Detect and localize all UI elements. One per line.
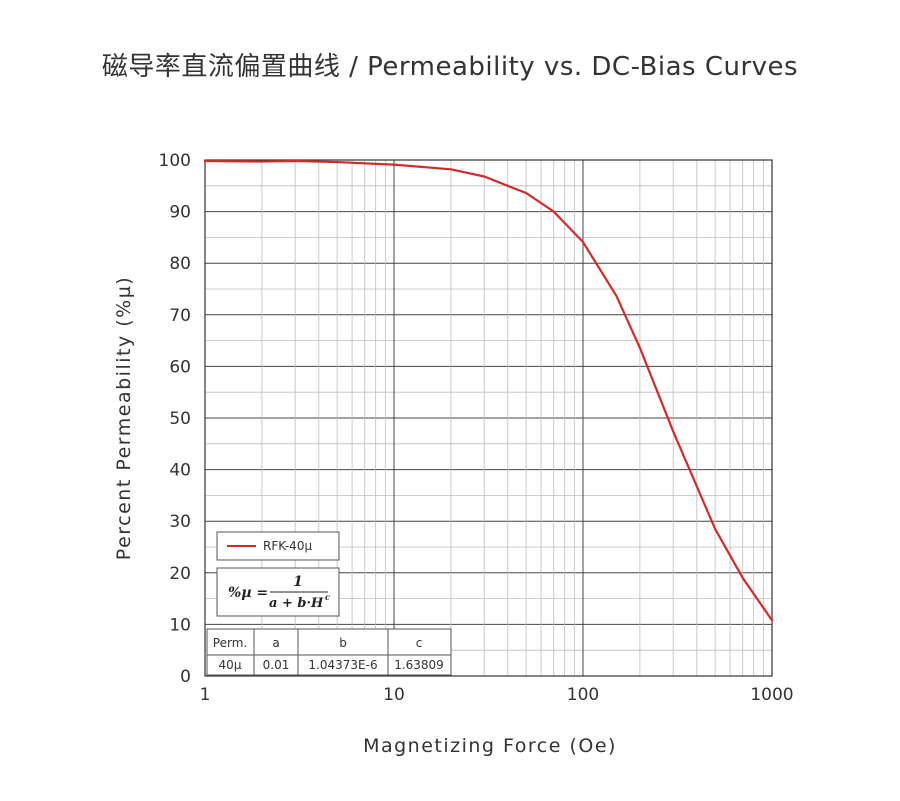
table-cell: 1.63809 [394,658,444,672]
x-tick-label: 1 [200,685,211,705]
table-cell: 1.04373E-6 [308,658,377,672]
legend: RFK-40µ [216,531,340,561]
legend-label: RFK-40µ [263,539,312,553]
y-tick-label: 40 [169,461,191,481]
y-tick-label: 30 [169,512,191,532]
x-tick-labels: 1 10 100 1000 [200,685,794,705]
y-tick-label: 50 [169,409,191,429]
x-axis-label: Magnetizing Force (Oe) [363,735,617,757]
y-axis-label: Percent Permeability (%µ) [113,276,135,560]
y-tick-label: 80 [169,254,191,274]
plot-frame [204,159,773,677]
table-cell: 40µ [219,658,242,672]
y-tick-label: 70 [169,306,191,326]
y-tick-label: 100 [159,151,191,171]
x-tick-label: 10 [383,685,405,705]
formula-lhs: %µ = [228,585,268,601]
coefficients-table: Perm. a b c 40µ 0.01 1.04373E-6 1.63809 [206,628,452,676]
series-layer [203,159,774,622]
y-tick-labels: 0 10 20 30 40 50 60 70 80 90 100 [159,151,191,687]
y-tick-label: 90 [169,203,191,223]
formula-exponent: c [325,592,330,602]
series-line [203,159,774,622]
table-header-cell: Perm. [213,636,247,650]
y-tick-label: 60 [169,357,191,377]
x-tick-label: 100 [567,685,599,705]
table-header-cell: b [339,636,347,650]
formula-numerator: 1 [293,574,303,590]
table-header-cell: a [272,636,279,650]
y-tick-label: 0 [180,667,191,687]
table-header-cell: c [416,636,423,650]
x-tick-label: 1000 [750,685,793,705]
table-cell: 0.01 [263,658,290,672]
chart-title: 磁导率直流偏置曲线 / Permeability vs. DC-Bias Cur… [101,52,799,82]
formula-box: %µ = 1 a + b·H c [216,567,340,617]
table-frame [206,628,452,676]
formula-denominator: a + b·H [269,596,324,611]
y-tick-label: 20 [169,564,191,584]
y-tick-label: 10 [169,615,191,635]
